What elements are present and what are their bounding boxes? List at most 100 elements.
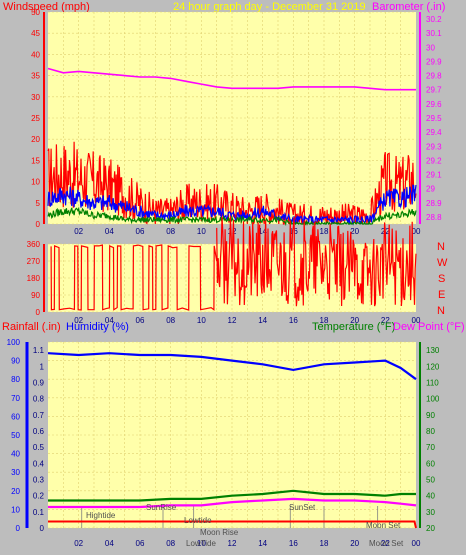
temperature-tick-label: 60: [426, 459, 435, 468]
windspeed-tick-label: 20: [31, 135, 40, 144]
rainfall-tick-label: 0.2: [33, 492, 45, 501]
temperature-tick-label: 50: [426, 475, 435, 484]
hour-tick-label: 06: [136, 227, 145, 236]
temperature-tick-label: 20: [426, 524, 435, 533]
annotation-lowtide-2: LowTide: [186, 539, 216, 548]
barometer-tick-label: 29.8: [426, 72, 442, 81]
compass-s: S: [438, 273, 445, 285]
humidity-tick-label: 0: [16, 524, 21, 533]
hour-tick-label: 22: [381, 539, 390, 548]
temperature-tick-label: 100: [426, 395, 440, 404]
humidity-tick-label: 80: [11, 375, 20, 384]
barometer-tick-label: 30.1: [426, 29, 442, 38]
hour-tick-label: 06: [136, 539, 145, 548]
temperature-axis-label: Temperature (°F): [312, 321, 395, 333]
rainfall-tick-label: 1: [40, 362, 45, 371]
barometer-tick-label: 29.6: [426, 100, 442, 109]
windspeed-series: [47, 141, 417, 226]
hour-tick-label: 00: [412, 316, 421, 325]
hour-tick-label: 08: [166, 227, 175, 236]
barometer-tick-label: 29.5: [426, 114, 442, 123]
barometer-tick-label: 30.2: [426, 15, 442, 24]
rainfall-tick-label: 0: [40, 524, 45, 533]
chart-marks: [47, 67, 417, 529]
hour-tick-label: 00: [412, 227, 421, 236]
hour-tick-label: 12: [228, 227, 237, 236]
annotation-moonset-2: Moon Set: [369, 539, 404, 548]
rainfall-tick-label: 0.6: [33, 427, 45, 436]
hour-tick-label: 16: [289, 227, 298, 236]
rainfall-tick-label: 1.1: [33, 346, 45, 355]
annotation-moonrise: Moon Rise: [200, 528, 239, 537]
hour-tick-label: 08: [166, 316, 175, 325]
low-wind-series: [47, 206, 417, 227]
temperature-series: [48, 489, 416, 502]
hour-tick-label: 18: [320, 316, 329, 325]
hour-tick-label: 10: [197, 227, 206, 236]
barometer-tick-label: 29.4: [426, 128, 442, 137]
hour-tick-label: 16: [289, 539, 298, 548]
annotation-sunrise: SunRise: [146, 503, 177, 512]
annotation-sunset: SunSet: [289, 503, 316, 512]
temperature-tick-label: 40: [426, 492, 435, 501]
humidity-tick-label: 40: [11, 450, 20, 459]
barometer-tick-label: 29.3: [426, 142, 442, 151]
hour-tick-label: 14: [258, 227, 267, 236]
windspeed-tick-label: 35: [31, 72, 40, 81]
hour-tick-label: 10: [197, 316, 206, 325]
humidity-tick-label: 70: [11, 394, 20, 403]
humidity-tick-label: 100: [7, 338, 21, 347]
rainfall-tick-label: 0.3: [33, 475, 45, 484]
annotation-lowtide: Lowtide: [184, 516, 212, 525]
humidity-tick-label: 50: [11, 431, 20, 440]
hour-tick-label: 02: [74, 316, 83, 325]
temperature-tick-label: 90: [426, 411, 435, 420]
hour-tick-label: 12: [228, 539, 237, 548]
windspeed-tick-label: 30: [31, 93, 40, 102]
average-wind-series: [47, 184, 417, 226]
rainfall-tick-label: 0.4: [33, 459, 45, 468]
direction-series: [216, 216, 417, 307]
windspeed-tick-label: 40: [31, 50, 40, 59]
humidity-tick-label: 30: [11, 468, 20, 477]
rainfall-tick-label: 0.8: [33, 395, 45, 404]
rainfall-tick-label: 0.9: [33, 378, 45, 387]
hour-tick-label: 02: [74, 539, 83, 548]
dewpoint-axis-label: Dew Point (°F): [393, 321, 465, 333]
barometer-tick-label: 29.9: [426, 57, 442, 66]
annotation-hightide: Hightide: [86, 511, 116, 520]
temperature-tick-label: 80: [426, 427, 435, 436]
humidity-series: [47, 352, 417, 381]
barometer-tick-label: 29: [426, 185, 435, 194]
rainfall-series: [48, 520, 417, 529]
graph-title: 24 hour graph day - December 31 2019: [173, 1, 366, 13]
windspeed-tick-label: 0: [36, 220, 41, 229]
humidity-tick-label: 20: [11, 487, 20, 496]
compass-n-top: N: [437, 241, 445, 253]
temperature-tick-label: 130: [426, 346, 440, 355]
direction-tick-label: 0: [36, 308, 41, 317]
humidity-axis-label: Humidity (%): [66, 321, 129, 333]
hour-tick-label: 18: [320, 227, 329, 236]
grid-lines: [48, 11, 416, 529]
hour-tick-label: 20: [350, 316, 359, 325]
compass-e: E: [438, 289, 445, 301]
hour-tick-label: 04: [105, 539, 114, 548]
hour-tick-label: 18: [320, 539, 329, 548]
axes: 0510152025303540455028.828.92929.129.229…: [7, 8, 442, 548]
hour-tick-label: 20: [350, 227, 359, 236]
rainfall-axis-label: Rainfall (.in): [2, 321, 61, 333]
humidity-tick-label: 10: [11, 505, 20, 514]
annotation-moonset: Moon Set: [366, 521, 401, 530]
windspeed-tick-label: 15: [31, 156, 40, 165]
humidity-tick-label: 90: [11, 357, 20, 366]
hour-tick-label: 08: [166, 539, 175, 548]
temperature-tick-label: 70: [426, 443, 435, 452]
temperature-tick-label: 110: [426, 378, 439, 387]
windspeed-tick-label: 25: [31, 114, 40, 123]
barometer-tick-label: 30: [426, 43, 435, 52]
windspeed-axis-label: Windspeed (mph): [3, 1, 90, 13]
direction-tick-label: 180: [27, 274, 41, 283]
